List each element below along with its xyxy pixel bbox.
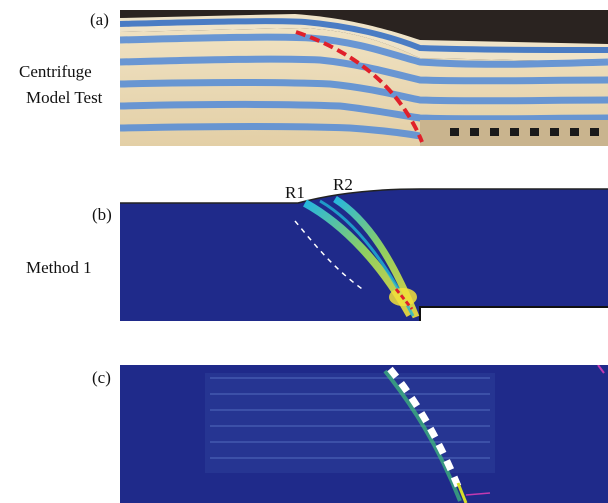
panel-c-tag: (c) <box>92 368 111 387</box>
centrifuge-photo <box>120 10 608 146</box>
panel-a-caption-line2: Model Test <box>26 88 103 107</box>
panel-a-caption-line1: Centrifuge <box>19 62 92 81</box>
panel-a-tag: (a) <box>90 10 109 29</box>
annotation-r1: R1 <box>285 183 305 202</box>
slip-surface-line <box>295 30 424 143</box>
annotation-r2: R2 <box>333 175 353 194</box>
method2-simulation <box>120 365 608 503</box>
panel-b-tag: (b) <box>92 205 112 224</box>
method1-simulation <box>120 185 608 325</box>
panel-b-caption: Method 1 <box>26 258 92 277</box>
